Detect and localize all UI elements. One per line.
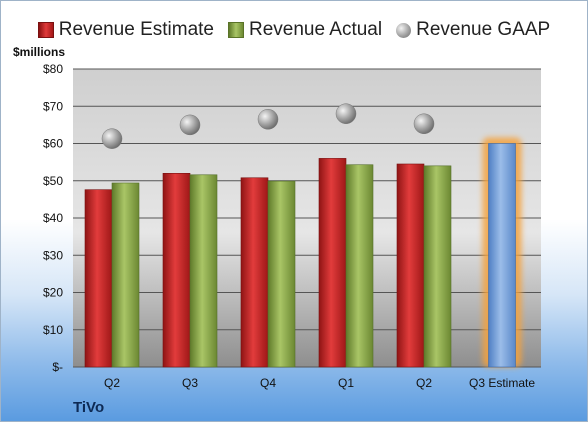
point-gaap (335, 103, 357, 124)
x-tick-label: Q2 (416, 376, 432, 390)
y-tick-label: $20 (43, 286, 63, 300)
bar-actual (189, 174, 218, 368)
legend-swatch-actual (228, 22, 244, 38)
x-tick-label: Q3 Estimate (469, 376, 535, 390)
y-tick-label: $10 (43, 323, 63, 337)
y-tick-label: $40 (43, 211, 63, 225)
legend-swatch-estimate (37, 22, 54, 38)
bar-estimate-forecast (488, 143, 516, 368)
bar-actual (423, 165, 452, 368)
legend-label-actual: Revenue Actual (249, 19, 383, 40)
point-gaap (257, 109, 279, 130)
y-tick-label: $60 (43, 137, 63, 151)
legend-label-gaap: Revenue GAAP (416, 19, 551, 40)
y-tick-label: $70 (43, 99, 63, 113)
x-tick-label: Q1 (338, 376, 354, 390)
x-tick-label: Q2 (104, 376, 120, 390)
legend-item-actual: Revenue Actual (228, 15, 382, 45)
y-tick-label: $50 (43, 174, 63, 188)
bar-estimate (162, 173, 191, 368)
y-axis-unit-label: $millions (13, 45, 66, 59)
bar-estimate (84, 189, 113, 368)
bar-estimate (240, 177, 269, 368)
legend-item-estimate: Revenue Estimate (37, 15, 214, 45)
bar-estimate (318, 158, 347, 368)
y-tick-label: $30 (43, 248, 63, 262)
legend: Revenue Estimate Revenue Actual Revenue … (1, 15, 587, 45)
company-label: TiVo (73, 399, 105, 416)
bar-actual (345, 164, 374, 368)
y-tick-label: $- (52, 360, 63, 374)
legend-swatch-gaap (396, 22, 412, 38)
legend-item-gaap: Revenue GAAP (396, 15, 550, 45)
x-tick-label: Q3 (182, 376, 198, 390)
point-gaap (101, 128, 123, 149)
point-gaap (179, 114, 201, 136)
legend-label-estimate: Revenue Estimate (58, 19, 214, 40)
x-tick-label: Q4 (260, 376, 276, 390)
y-tick-label: $80 (43, 62, 63, 76)
bar-estimate (396, 163, 425, 368)
bar-actual (111, 182, 140, 368)
bar-actual (267, 180, 296, 368)
point-gaap (413, 113, 435, 135)
